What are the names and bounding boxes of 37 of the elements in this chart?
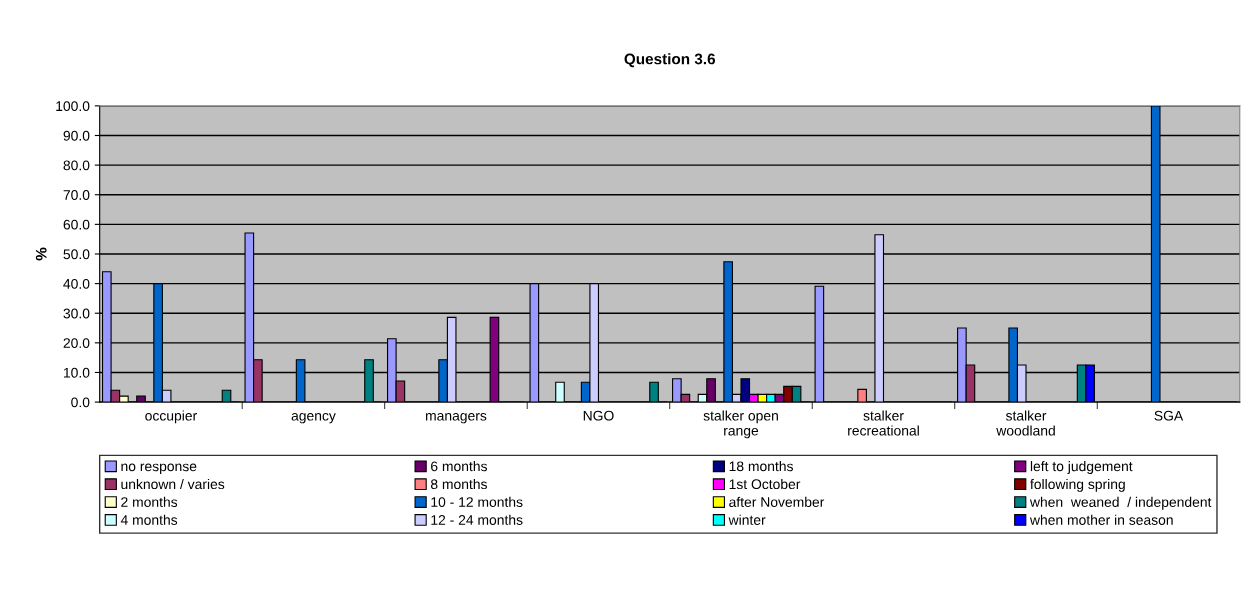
x-tick-label: managers xyxy=(426,413,487,424)
y-tick-label: 30.0 xyxy=(63,308,90,319)
x-tick-label: occupier xyxy=(145,410,197,424)
y-tick-label: 60.0 xyxy=(63,219,90,230)
y-tick-label: 100.0 xyxy=(56,101,90,112)
y-tick-label: 20.0 xyxy=(63,338,90,349)
x-tick-label: agency xyxy=(291,413,336,424)
y-tick-label: 70.0 xyxy=(63,190,90,200)
legend-label: unknown / varies xyxy=(121,478,225,490)
legend-label: 18 months xyxy=(729,461,793,472)
chart-title: Question 3.6 xyxy=(624,53,716,68)
legend-label: winter xyxy=(728,514,766,525)
legend-label: 8 months xyxy=(430,478,487,490)
y-tick-label: 90.0 xyxy=(63,130,90,141)
legend-label: 4 months xyxy=(120,514,178,525)
legend-label: when weaned / independent xyxy=(1029,496,1212,510)
legend-label: 12 - 24 months xyxy=(431,514,523,525)
y-tick-label: 80.0 xyxy=(63,160,90,171)
y-tick-label: 40.0 xyxy=(63,278,90,289)
legend-label: when mother in season xyxy=(1029,514,1173,525)
y-tick-label: 0.0 xyxy=(71,397,90,408)
legend-label: left to judgement xyxy=(1030,461,1133,474)
x-tick-label: SGA xyxy=(1154,410,1184,421)
x-tick-label: stalker open range xyxy=(703,410,778,439)
y-tick-label: 10.0 xyxy=(63,367,90,378)
legend-label: 1st October xyxy=(729,478,801,490)
x-tick-label: stalker recreational xyxy=(848,410,919,436)
y-axis-title: % xyxy=(35,247,47,261)
legend-label: 10 - 12 months xyxy=(431,496,523,507)
legend-label: following spring xyxy=(1030,478,1125,492)
y-tick-label: 50.0 xyxy=(63,249,90,260)
legend-label: 6 months xyxy=(431,461,487,472)
x-tick-label: stalker woodland xyxy=(996,410,1055,436)
legend-label: 2 months xyxy=(121,496,178,507)
x-tick-label: NGO xyxy=(583,410,614,421)
legend-label: after November xyxy=(729,496,825,507)
legend-label: no response xyxy=(121,463,197,474)
